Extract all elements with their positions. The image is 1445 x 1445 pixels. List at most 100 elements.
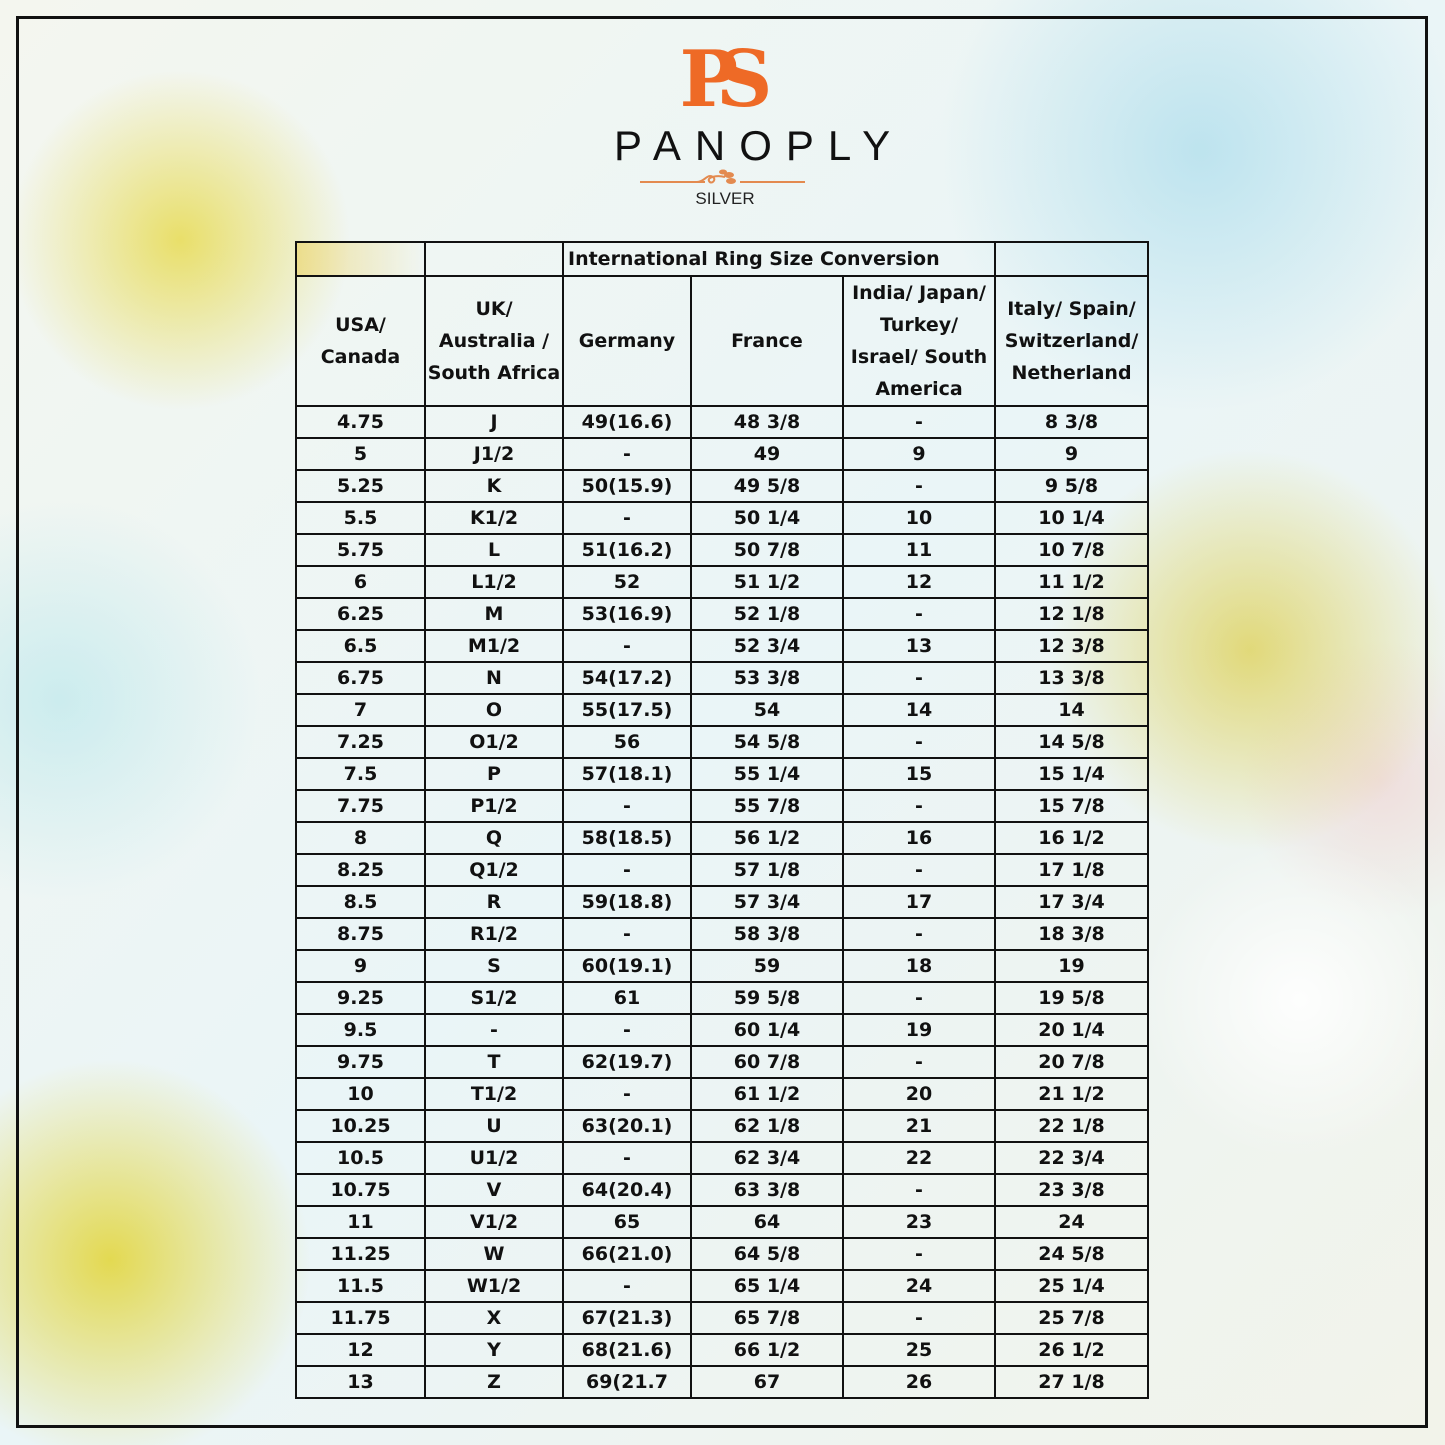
cell-italy-spain-switzerland-netherland: 24	[994, 1205, 1149, 1239]
cell-italy-spain-switzerland-netherland: 14	[994, 693, 1149, 727]
cell-italy-spain-switzerland-netherland: 23 3/8	[994, 1173, 1149, 1207]
cell-italy-spain-switzerland-netherland: 26 1/2	[994, 1333, 1149, 1367]
table-row: 5.5 K1/2-50 1/4 10 10 1/4	[295, 501, 1149, 535]
cell-germany: 53(16.9)	[562, 597, 692, 631]
cell-italy-spain-switzerland-netherland: 15 7/8	[994, 789, 1149, 823]
logo-brand-name: PANOPLY	[614, 122, 905, 169]
cell-germany: -	[562, 789, 692, 823]
cell-uk-australia-south-africa: K	[424, 469, 564, 503]
cell-italy-spain-switzerland-netherland: 17 1/8	[994, 853, 1149, 887]
cell-germany: 68(21.6)	[562, 1333, 692, 1367]
cell-india-japan-turkey-israel-south-america: -	[842, 789, 996, 823]
cell-usa-canada: 5.25	[295, 469, 426, 503]
cell-uk-australia-south-africa: O1/2	[424, 725, 564, 759]
cell-france: 67	[690, 1365, 844, 1399]
cell-usa-canada: 11.5	[295, 1269, 426, 1303]
cell-italy-spain-switzerland-netherland: 15 1/4	[994, 757, 1149, 791]
cell-france: 63 3/8	[690, 1173, 844, 1207]
cell-india-japan-turkey-israel-south-america: 18	[842, 949, 996, 983]
cell-uk-australia-south-africa: P1/2	[424, 789, 564, 823]
table-row: 11.5 W1/2-65 1/4 24 25 1/4	[295, 1269, 1149, 1303]
table-row: 8 Q 58(18.5) 56 1/2 16 16 1/2	[295, 821, 1149, 855]
cell-germany: -	[562, 1013, 692, 1047]
cell-france: 57 1/8	[690, 853, 844, 887]
cell-italy-spain-switzerland-netherland: 20 7/8	[994, 1045, 1149, 1079]
cell-uk-australia-south-africa: M	[424, 597, 564, 631]
cell-india-japan-turkey-israel-south-america: 12	[842, 565, 996, 599]
cell-india-japan-turkey-israel-south-america: -	[842, 853, 996, 887]
cell-uk-australia-south-africa: L	[424, 533, 564, 567]
cell-uk-australia-south-africa: U	[424, 1109, 564, 1143]
cell-germany: 50(15.9)	[562, 469, 692, 503]
cell-germany: -	[562, 437, 692, 471]
cell-usa-canada: 7.75	[295, 789, 426, 823]
cell-uk-australia-south-africa: V1/2	[424, 1205, 564, 1239]
cell-usa-canada: 6.25	[295, 597, 426, 631]
cell-uk-australia-south-africa: Q	[424, 821, 564, 855]
cell-germany: 67(21.3)	[562, 1301, 692, 1335]
table-row: 9.5- -60 1/4 19 20 1/4	[295, 1013, 1149, 1047]
cell-germany: 57(18.1)	[562, 757, 692, 791]
cell-germany: -	[562, 629, 692, 663]
leaf-vine-icon	[696, 169, 736, 184]
cell-italy-spain-switzerland-netherland: 19 5/8	[994, 981, 1149, 1015]
cell-india-japan-turkey-israel-south-america: 23	[842, 1205, 996, 1239]
logo-subtitle: SILVER	[695, 189, 755, 208]
cell-italy-spain-switzerland-netherland: 8 3/8	[994, 405, 1149, 439]
column-header-usa-canada: USA/ Canada	[295, 275, 426, 407]
cell-germany: -	[562, 853, 692, 887]
cell-uk-australia-south-africa: T	[424, 1045, 564, 1079]
table-row: 10.25 U 63(20.1) 62 1/8 21 22 1/8	[295, 1109, 1149, 1143]
cell-italy-spain-switzerland-netherland: 10 1/4	[994, 501, 1149, 535]
logo-monogram: PS	[679, 34, 773, 125]
table-row: 10.5 U1/2-62 3/4 22 22 3/4	[295, 1141, 1149, 1175]
cell-france: 59 5/8	[690, 981, 844, 1015]
cell-india-japan-turkey-israel-south-america: -	[842, 1301, 996, 1335]
cell-germany: -	[562, 501, 692, 535]
cell-france: 60 7/8	[690, 1045, 844, 1079]
cell-germany: 51(16.2)	[562, 533, 692, 567]
table-row: 7.75 P1/2-55 7/8-15 7/8	[295, 789, 1149, 823]
cell-france: 62 1/8	[690, 1109, 844, 1143]
cell-india-japan-turkey-israel-south-america: -	[842, 661, 996, 695]
cell-usa-canada: 7	[295, 693, 426, 727]
cell-france: 58 3/8	[690, 917, 844, 951]
cell-italy-spain-switzerland-netherland: 27 1/8	[994, 1365, 1149, 1399]
cell-usa-canada: 5.5	[295, 501, 426, 535]
cell-india-japan-turkey-israel-south-america: 20	[842, 1077, 996, 1111]
cell-italy-spain-switzerland-netherland: 12 3/8	[994, 629, 1149, 663]
cell-usa-canada: 7.5	[295, 757, 426, 791]
cell-india-japan-turkey-israel-south-america: 14	[842, 693, 996, 727]
table-row: 12 Y 68(21.6) 66 1/2 25 26 1/2	[295, 1333, 1149, 1367]
cell-germany: 64(20.4)	[562, 1173, 692, 1207]
cell-usa-canada: 9.5	[295, 1013, 426, 1047]
table-row: 5 J1/2-49 9 9	[295, 437, 1149, 471]
cell-usa-canada: 8.5	[295, 885, 426, 919]
cell-india-japan-turkey-israel-south-america: 22	[842, 1141, 996, 1175]
cell-france: 49 5/8	[690, 469, 844, 503]
table-row: 9.25 S1/2 61 59 5/8-19 5/8	[295, 981, 1149, 1015]
cell-france: 62 3/4	[690, 1141, 844, 1175]
cell-uk-australia-south-africa: R1/2	[424, 917, 564, 951]
cell-uk-australia-south-africa: J1/2	[424, 437, 564, 471]
cell-usa-canada: 8	[295, 821, 426, 855]
cell-italy-spain-switzerland-netherland: 12 1/8	[994, 597, 1149, 631]
cell-france: 53 3/8	[690, 661, 844, 695]
cell-italy-spain-switzerland-netherland: 10 7/8	[994, 533, 1149, 567]
cell-france: 48 3/8	[690, 405, 844, 439]
cell-italy-spain-switzerland-netherland: 17 3/4	[994, 885, 1149, 919]
cell-uk-australia-south-africa: Y	[424, 1333, 564, 1367]
cell-india-japan-turkey-israel-south-america: -	[842, 405, 996, 439]
cell-italy-spain-switzerland-netherland: 21 1/2	[994, 1077, 1149, 1111]
table-row: 5.75 L 51(16.2) 50 7/8 11 10 7/8	[295, 533, 1149, 567]
cell-france: 50 7/8	[690, 533, 844, 567]
cell-india-japan-turkey-israel-south-america: 9	[842, 437, 996, 471]
table-row: 6.75 N 54(17.2) 53 3/8-13 3/8	[295, 661, 1149, 695]
cell-india-japan-turkey-israel-south-america: 26	[842, 1365, 996, 1399]
cell-france: 54	[690, 693, 844, 727]
cell-germany: 55(17.5)	[562, 693, 692, 727]
cell-usa-canada: 11.25	[295, 1237, 426, 1271]
cell-france: 65 1/4	[690, 1269, 844, 1303]
cell-italy-spain-switzerland-netherland: 19	[994, 949, 1149, 983]
cell-uk-australia-south-africa: W1/2	[424, 1269, 564, 1303]
